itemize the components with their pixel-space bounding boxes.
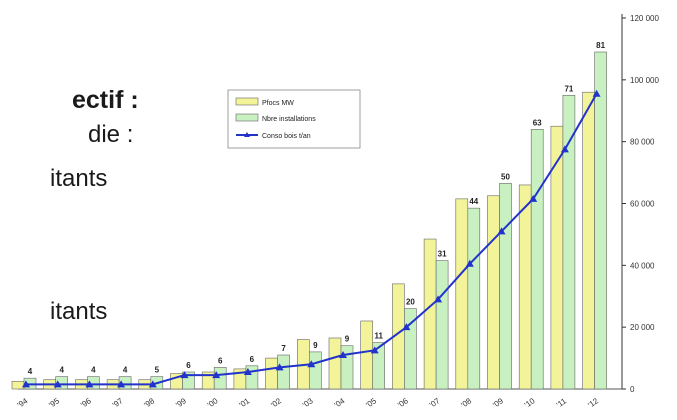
line-point <box>148 380 157 388</box>
x-tick-label: '94 <box>16 396 30 410</box>
line-point <box>180 371 189 379</box>
bar-installations <box>562 94 576 390</box>
bar-value-label: 4 <box>59 366 64 375</box>
slide-text-line-4: itants <box>50 298 108 325</box>
bar-value-label: 6 <box>250 355 255 364</box>
line-point <box>53 380 62 388</box>
bar-installations <box>467 207 481 390</box>
line-point <box>529 194 538 202</box>
line-point <box>339 350 347 358</box>
bar-installations <box>372 342 386 390</box>
legend-label-pfocs: Pfocs MW <box>262 100 294 107</box>
y-tick-label: 0 <box>630 385 635 394</box>
line-point <box>85 380 94 388</box>
bar-value-label: 63 <box>533 118 542 127</box>
x-tick-label: '96 <box>79 396 93 410</box>
bar-pfocs <box>360 320 374 390</box>
y-tick-label: 100 000 <box>630 76 659 85</box>
slide-text-line-1: ectif : <box>72 86 139 114</box>
legend-label-conso: Conso bois t/an <box>262 133 311 140</box>
x-tick-label: '08 <box>460 396 474 410</box>
line-point <box>560 145 569 153</box>
bar-pfocs <box>550 125 564 390</box>
y-tick-label: 60 000 <box>630 200 655 209</box>
line-point <box>275 363 284 371</box>
line-point <box>307 360 316 368</box>
legend-label-installations: Nbre installations <box>262 116 316 123</box>
legend-swatch-installations <box>235 113 259 122</box>
y-tick-label: 20 000 <box>630 323 655 332</box>
bar-value-label: 9 <box>345 335 350 344</box>
x-tick-label: '05 <box>364 396 378 410</box>
slide-text-line-3: itants <box>50 165 108 192</box>
y-tick-label: 120 000 <box>630 14 659 23</box>
line-point <box>212 371 221 379</box>
bar-pfocs <box>11 380 25 390</box>
bar-value-label: 11 <box>374 332 383 341</box>
x-tick-label: '10 <box>523 396 537 410</box>
bar-value-label: 81 <box>596 41 605 50</box>
line-point <box>402 323 411 331</box>
bar-installations <box>277 354 290 390</box>
bar-pfocs <box>455 198 469 390</box>
x-tick-label: '12 <box>586 396 600 410</box>
x-tick-label: '11 <box>555 396 569 409</box>
x-tick-label: '97 <box>111 396 125 410</box>
bar-installations <box>530 129 544 390</box>
legend-swatch-pfocs <box>235 97 259 106</box>
bar-value-label: 20 <box>406 298 415 307</box>
line-point <box>592 89 601 97</box>
bar-pfocs <box>518 184 532 390</box>
y-tick-label: 40 000 <box>630 261 655 270</box>
x-tick-label: '01 <box>238 396 252 410</box>
bar-installations <box>308 351 322 390</box>
x-tick-label: '98 <box>143 396 157 410</box>
bar-installations <box>499 183 512 390</box>
line-point <box>434 295 443 303</box>
bar-pfocs <box>265 357 278 390</box>
bar-value-label: 5 <box>155 366 160 375</box>
bar-pfocs <box>328 337 342 390</box>
line-point <box>370 346 379 354</box>
line-point <box>465 259 474 267</box>
bar-installations <box>594 51 607 390</box>
x-tick-label: '03 <box>301 396 315 410</box>
legend-marker-conso <box>244 132 250 137</box>
bar-installations <box>435 260 449 390</box>
bar-pfocs <box>423 238 437 390</box>
bar-value-label: 44 <box>469 197 478 206</box>
y-tick-label: 80 000 <box>630 138 655 147</box>
bar-value-label: 4 <box>123 366 128 375</box>
bar-pfocs <box>487 195 500 390</box>
bar-value-label: 71 <box>564 84 573 93</box>
bar-value-label: 9 <box>313 341 318 350</box>
bar-value-label: 31 <box>438 250 447 259</box>
line-point <box>497 227 506 235</box>
bar-value-label: 6 <box>218 356 223 365</box>
x-tick-label: '00 <box>206 396 220 410</box>
x-tick-label: '09 <box>491 396 505 410</box>
bar-value-label: 50 <box>501 172 510 181</box>
bar-value-label: 6 <box>186 361 191 370</box>
x-tick-label: '04 <box>333 396 347 410</box>
bar-value-label: 4 <box>28 367 33 376</box>
x-tick-label: '06 <box>396 396 410 410</box>
bar-installations <box>213 367 227 390</box>
bar-value-label: 4 <box>91 366 96 375</box>
bar-value-label: 7 <box>281 344 286 353</box>
slide-text-line-2: die : <box>88 121 134 148</box>
x-tick-label: '95 <box>47 396 61 410</box>
x-tick-label: '07 <box>428 396 442 410</box>
line-point <box>22 380 30 388</box>
x-tick-label: '02 <box>269 396 283 410</box>
bar-pfocs <box>582 91 595 390</box>
line-point <box>117 380 126 388</box>
line-point <box>243 367 252 375</box>
x-tick-label: '99 <box>174 396 188 410</box>
